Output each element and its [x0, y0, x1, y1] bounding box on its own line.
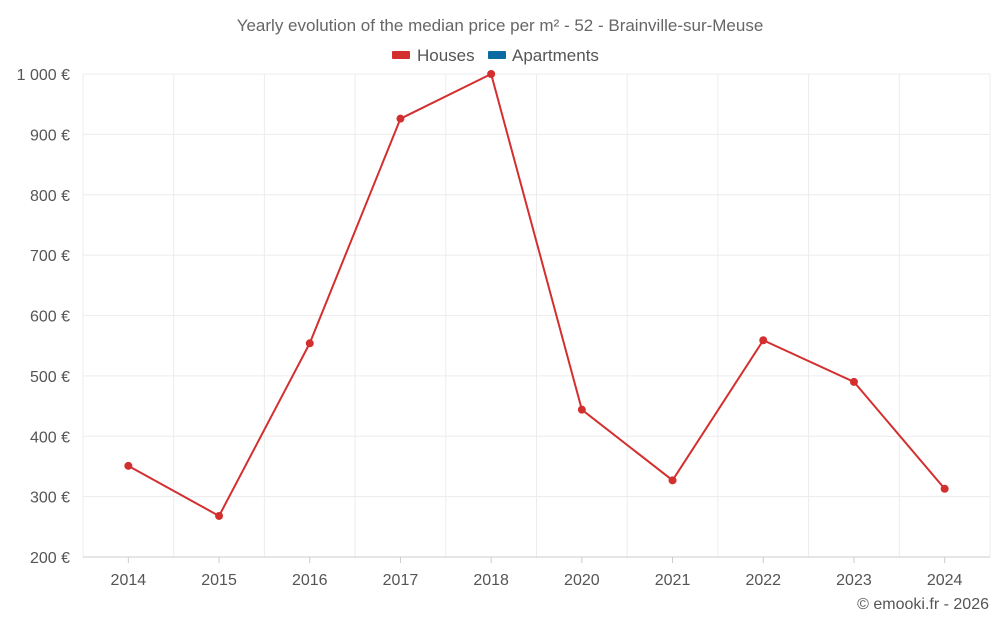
- y-tick-label: 400 €: [30, 429, 70, 446]
- y-tick-label: 1 000 €: [17, 67, 70, 84]
- data-point-2018[interactable]: [487, 70, 496, 78]
- legend-swatch-apartments[interactable]: [488, 51, 506, 59]
- chart-title: Yearly evolution of the median price per…: [237, 16, 764, 35]
- y-tick-label: 300 €: [30, 490, 70, 507]
- y-tick-label: 600 €: [30, 309, 70, 326]
- legend-swatch-houses[interactable]: [392, 51, 410, 59]
- y-tick-label: 200 €: [30, 550, 70, 567]
- data-point-2023[interactable]: [849, 377, 858, 386]
- data-point-2020[interactable]: [577, 405, 586, 414]
- data-point-2015[interactable]: [215, 511, 224, 520]
- x-tick-label: 2020: [564, 572, 600, 589]
- y-tick-label: 800 €: [30, 188, 70, 205]
- y-tick-label: 900 €: [30, 127, 70, 144]
- legend-label-houses[interactable]: Houses: [417, 46, 475, 65]
- data-point-2024[interactable]: [940, 484, 949, 493]
- grid: [82, 73, 991, 558]
- y-tick-label: 500 €: [30, 369, 70, 386]
- legend: Houses Apartments: [392, 46, 599, 65]
- x-tick-label: 2023: [836, 572, 872, 589]
- y-axis-ticks: 200 € 300 € 400 € 500 € 600 € 700 € 800 € 900 €…: [17, 67, 70, 567]
- x-tick-label: 2024: [927, 572, 963, 589]
- x-tick-label: 2022: [745, 572, 781, 589]
- data-point-2014[interactable]: [124, 461, 133, 470]
- x-tick-label: 2018: [473, 572, 509, 589]
- data-point-2017[interactable]: [396, 114, 405, 123]
- x-tick-label: 2015: [201, 572, 237, 589]
- data-point-2016[interactable]: [305, 339, 314, 348]
- legend-label-apartments[interactable]: Apartments: [512, 46, 599, 65]
- data-point-2022[interactable]: [759, 336, 768, 345]
- credit-text: © emooki.fr - 2026: [857, 596, 989, 613]
- data-point-2021[interactable]: [668, 476, 677, 485]
- x-tick-label: 2016: [292, 572, 328, 589]
- series-line-houses: [127, 73, 946, 517]
- x-axis-ticks: 2014 2015 2016 2017 2018 2020 2021 2022 2023 2024: [111, 557, 963, 589]
- series-houses: [124, 70, 949, 520]
- y-tick-label: 700 €: [30, 248, 70, 265]
- x-tick-label: 2021: [655, 572, 691, 589]
- x-tick-label: 2014: [111, 572, 147, 589]
- x-tick-label: 2017: [383, 572, 419, 589]
